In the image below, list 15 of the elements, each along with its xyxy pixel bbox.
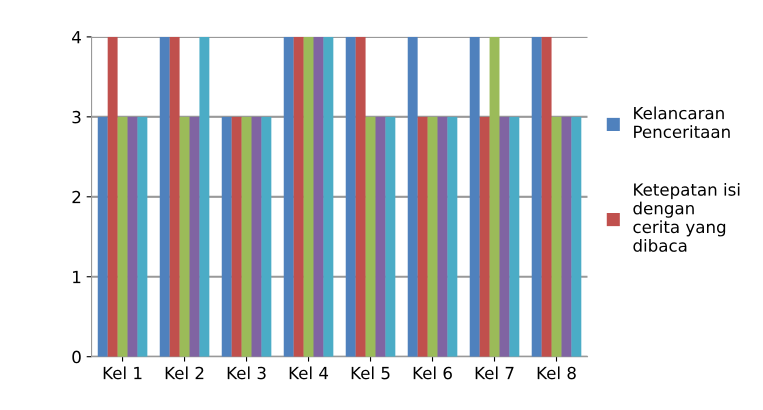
x-tick-label: Kel 4: [290, 366, 328, 380]
legend-label: Kelancaran Penceritaan: [634, 106, 730, 138]
x-tick-label: Kel 8: [538, 366, 576, 380]
y-tick-label: 3: [72, 110, 80, 124]
y-tick-label: 4: [72, 31, 81, 44]
x-tick-label: Kel 1: [104, 366, 142, 380]
x-tick-label: Kel 3: [228, 366, 266, 380]
x-tick-label: Kel 5: [352, 366, 390, 380]
x-tick-label: Kel 2: [166, 366, 204, 380]
y-tick-label: 1: [73, 270, 80, 284]
y-tick-label: 2: [72, 190, 80, 204]
y-tick-label: 0: [72, 350, 81, 364]
x-tick-label: Kel 6: [414, 366, 452, 380]
x-tick-label: Kel 7: [476, 366, 514, 380]
legend-label: Ketepatan isi dengan cerita yang dibaca: [633, 182, 740, 252]
